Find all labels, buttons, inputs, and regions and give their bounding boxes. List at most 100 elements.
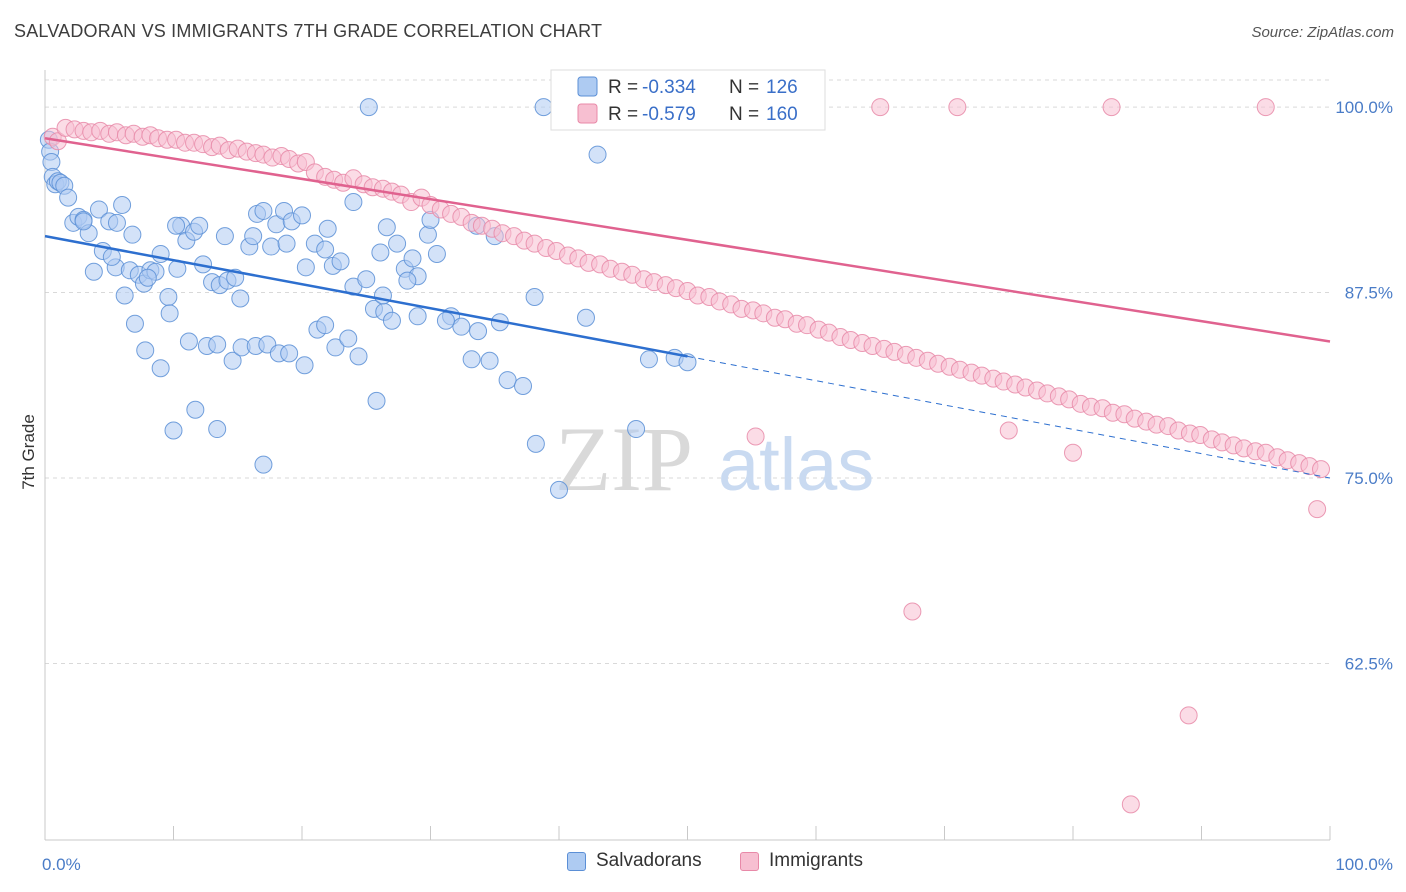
salvadoran-point [190, 216, 209, 235]
legend-item-immigrants[interactable]: Immigrants [740, 850, 863, 872]
salvadoran-point [678, 353, 697, 372]
salvadoran-point [138, 268, 157, 287]
salvadoran-point [627, 420, 646, 439]
immigrant-point [1308, 500, 1327, 519]
legend-label-immigrants: Immigrants [769, 850, 863, 871]
salvadoran-point [403, 249, 422, 268]
immigrants-r-label: R = [608, 104, 638, 125]
salvadoran-point [244, 227, 263, 246]
source-label: Source: ZipAtlas.com [1251, 24, 1394, 41]
salvadoran-point [164, 421, 183, 440]
salvadoran-point [89, 200, 108, 219]
salvadoran-point [534, 98, 553, 117]
salvadorans-swatch [567, 851, 586, 871]
salvadoran-point [208, 420, 227, 439]
y-tick-label: 62.5% [1345, 654, 1393, 673]
salvadoran-point [339, 329, 358, 348]
immigrants-swatch [740, 851, 759, 871]
axes [44, 70, 1331, 841]
salvadoran-point [550, 480, 568, 499]
salvadoran-point [113, 196, 132, 215]
legend-item-salvadorans[interactable]: Salvadorans [567, 850, 702, 872]
immigrants-n-label: N = [729, 104, 759, 125]
salvadoran-point [388, 234, 407, 253]
trend-lines [44, 137, 1331, 479]
salvadoran-point [498, 371, 517, 390]
salvadorans-n-value: 126 [766, 77, 798, 98]
salvadoran-point [277, 234, 296, 253]
immigrant-point [903, 602, 922, 621]
salvadoran-point [123, 225, 142, 244]
chart-title: SALVADORAN VS IMMIGRANTS 7TH GRADE CORRE… [14, 21, 603, 41]
salvadoran-point [480, 351, 499, 370]
immigrant-point [871, 98, 890, 117]
salvadoran-point [526, 434, 545, 453]
y-tick-label: 87.5% [1345, 284, 1393, 303]
salvadoran-point [262, 237, 281, 256]
immigrants-legend-swatch [577, 103, 598, 124]
salvadoran-point [316, 240, 335, 259]
salvadoran-point [186, 400, 205, 419]
salvadoran-point [159, 287, 178, 306]
salvadoran-point [639, 350, 658, 369]
salvadorans-n-label: N = [729, 77, 759, 98]
legend-label-salvadorans: Salvadorans [596, 850, 702, 871]
salvadoran-point [408, 307, 427, 326]
salvadoran-point [151, 359, 170, 378]
salvadoran-point [231, 289, 250, 308]
salvadoran-point [367, 391, 386, 410]
salvadoran-point [254, 201, 273, 220]
salvadoran-point [179, 332, 198, 351]
salvadoran-point [452, 317, 471, 336]
salvadorans-legend-swatch [577, 76, 598, 97]
salvadoran-point [295, 356, 314, 375]
salvadoran-point [382, 311, 401, 330]
immigrant-point [999, 421, 1018, 440]
y-tick-label: 100.0% [1335, 98, 1393, 117]
immigrants-points [43, 98, 1331, 814]
tick-labels: 62.5% 75.0% 87.5% 100.0% 0.0% 100.0% [42, 98, 1393, 874]
salvadoran-point [223, 351, 242, 370]
salvadoran-point [436, 311, 455, 330]
immigrant-point [1256, 98, 1275, 117]
salvadoran-point [215, 227, 234, 246]
immigrants-r-value: -0.579 [642, 104, 696, 125]
salvadoran-point [167, 216, 186, 235]
salvadoran-point [462, 350, 481, 369]
salvadoran-point [74, 212, 93, 231]
salvadoran-point [107, 213, 126, 232]
immigrant-point [1312, 460, 1331, 479]
salvadoran-point [115, 286, 134, 305]
salvadorans-r-label: R = [608, 77, 638, 98]
salvadoran-point [371, 243, 390, 262]
watermark: ZIP atlas [555, 408, 874, 510]
immigrants-trend-line [44, 137, 1331, 343]
y-axis-title: 7th Grade [19, 414, 38, 490]
salvadoran-point [316, 316, 335, 335]
salvadoran-point [359, 98, 378, 117]
salvadoran-point [427, 244, 446, 263]
immigrant-point [1121, 795, 1140, 814]
salvadoran-point [525, 287, 544, 306]
salvadoran-point [254, 455, 273, 474]
salvadoran-point [469, 322, 488, 341]
salvadorans-r-value: -0.334 [642, 77, 696, 98]
salvadoran-point [296, 258, 315, 277]
watermark-atlas: atlas [718, 423, 874, 506]
salvadoran-point [84, 262, 103, 281]
salvadorans-trend-extension [687, 355, 1331, 479]
salvadoran-point [318, 219, 337, 238]
salvadoran-point [326, 338, 345, 357]
salvadoran-point [514, 377, 533, 396]
salvadoran-point [398, 271, 417, 290]
immigrant-point [1102, 98, 1121, 117]
salvadoran-point [293, 206, 311, 225]
salvadorans-trend-line [44, 234, 688, 358]
salvadoran-point [280, 344, 299, 363]
stats-legend: R = -0.334 N = 126 R = -0.579 N = 160 [550, 69, 826, 131]
salvadoran-point [208, 335, 227, 354]
salvadoran-point [418, 225, 437, 244]
immigrant-point [746, 427, 765, 446]
salvadoran-point [588, 145, 607, 164]
